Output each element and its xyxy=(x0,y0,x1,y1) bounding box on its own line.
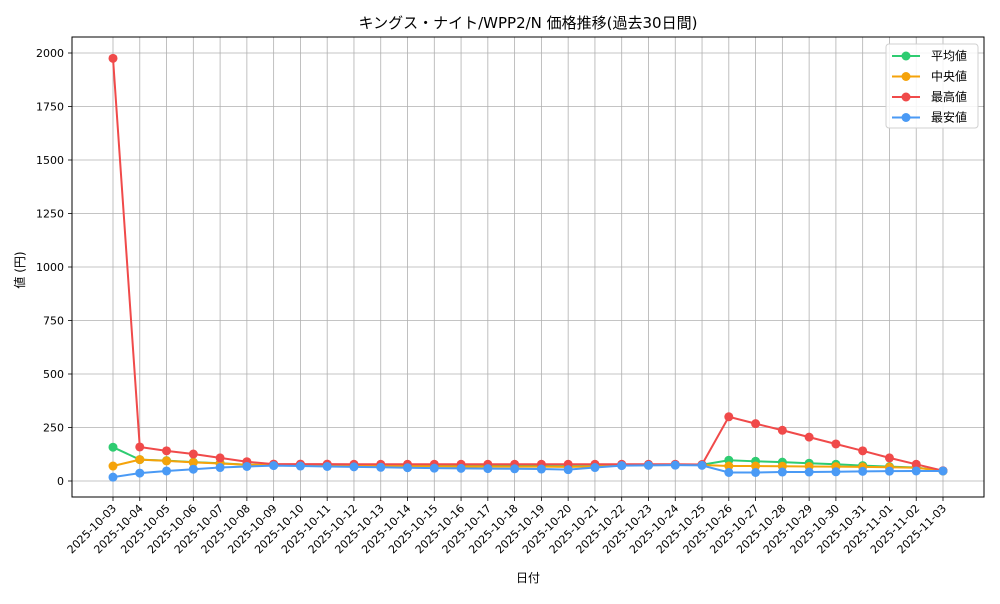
data-point xyxy=(188,464,198,474)
data-point xyxy=(804,467,814,477)
data-point xyxy=(858,446,868,456)
data-point xyxy=(135,442,145,452)
data-point xyxy=(777,425,787,435)
data-point xyxy=(349,462,359,472)
data-point xyxy=(563,465,573,475)
legend-marker-icon xyxy=(901,72,911,81)
data-point xyxy=(215,463,225,473)
y-tick-label: 1750 xyxy=(36,101,64,114)
data-point xyxy=(751,461,761,471)
legend-item: 平均値 xyxy=(892,48,967,63)
x-axis-label: 日付 xyxy=(516,571,540,585)
data-point xyxy=(670,460,680,470)
data-point xyxy=(108,472,118,482)
series-最高値 xyxy=(108,53,948,476)
data-point xyxy=(831,467,841,477)
data-point xyxy=(884,466,894,476)
data-point xyxy=(911,466,921,476)
data-point xyxy=(242,461,252,471)
y-tick-label: 750 xyxy=(43,315,64,328)
data-point xyxy=(858,466,868,476)
grid-lines xyxy=(72,37,984,497)
data-point xyxy=(643,460,653,470)
legend-marker-icon xyxy=(901,51,911,61)
y-axis-ticks: 0 250 500 750 1000 1250 1500 1750 2000 xyxy=(36,47,72,488)
legend-label: 中央値 xyxy=(931,69,967,84)
legend-label: 平均値 xyxy=(931,48,967,63)
data-point xyxy=(108,53,118,63)
data-point xyxy=(911,459,921,469)
data-series xyxy=(108,53,948,482)
data-point xyxy=(510,464,520,474)
y-tick-label: 0 xyxy=(57,475,64,488)
data-point xyxy=(831,439,841,449)
data-point xyxy=(804,432,814,442)
data-point xyxy=(590,463,600,473)
data-point xyxy=(295,461,305,471)
series-最安値 xyxy=(108,460,948,482)
data-point xyxy=(135,455,145,465)
data-point xyxy=(777,467,787,477)
data-point xyxy=(162,466,172,476)
y-axis-label: 値 (円) xyxy=(12,251,27,288)
data-point xyxy=(322,461,332,471)
legend-item: 中央値 xyxy=(892,69,967,84)
chart-title: キングス・ナイト/WPP2/N 価格推移(過去30日間) xyxy=(359,14,698,32)
data-point xyxy=(108,461,118,471)
data-point xyxy=(483,464,493,474)
data-point xyxy=(724,412,734,422)
legend-box xyxy=(885,43,979,129)
legend-marker-icon xyxy=(901,92,911,102)
data-point xyxy=(617,461,627,471)
x-axis-ticks: 2025-10-032025-10-042025-10-052025-10-06… xyxy=(65,497,949,556)
legend-item: 最安値 xyxy=(892,110,967,125)
y-tick-label: 1500 xyxy=(36,154,64,167)
data-point xyxy=(188,457,198,467)
legend-item: 最高値 xyxy=(892,89,967,104)
data-point xyxy=(403,463,413,473)
data-point xyxy=(751,419,761,429)
y-tick-label: 500 xyxy=(43,368,64,381)
data-point xyxy=(884,453,894,463)
data-point xyxy=(536,464,546,474)
data-point xyxy=(135,468,145,478)
data-point xyxy=(429,463,439,473)
y-tick-label: 1000 xyxy=(36,261,64,274)
data-point xyxy=(376,462,386,472)
data-point xyxy=(724,461,734,471)
data-point xyxy=(724,467,734,477)
data-point xyxy=(188,449,198,459)
y-tick-label: 1250 xyxy=(36,208,64,221)
data-point xyxy=(697,460,707,470)
data-point xyxy=(215,453,225,463)
y-tick-label: 2000 xyxy=(36,47,64,60)
data-point xyxy=(269,461,279,471)
data-point xyxy=(162,456,172,466)
legend-label: 最安値 xyxy=(931,110,967,125)
data-point xyxy=(108,442,118,452)
legend-label: 最高値 xyxy=(931,89,967,104)
series-line xyxy=(112,58,944,472)
y-tick-label: 250 xyxy=(43,422,64,435)
data-point xyxy=(456,463,466,473)
data-point xyxy=(938,466,948,476)
data-point xyxy=(162,446,172,456)
legend-marker-icon xyxy=(901,113,911,122)
data-point xyxy=(751,467,761,477)
